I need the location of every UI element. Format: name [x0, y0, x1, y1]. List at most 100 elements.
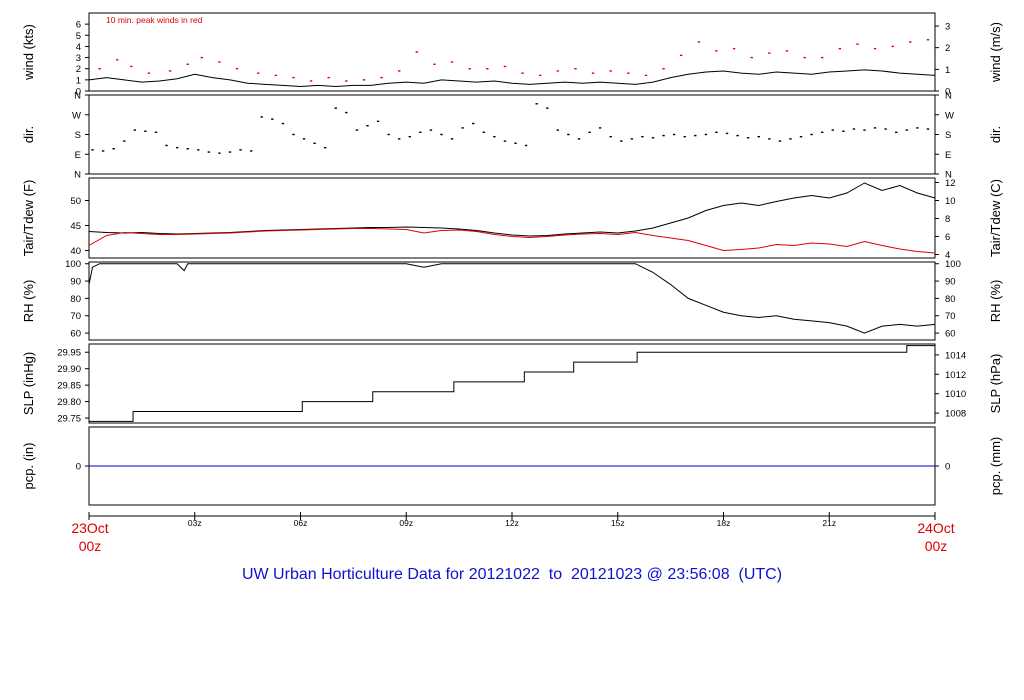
y-tick-label-left: 2 [76, 64, 81, 75]
y-tick-label-left: 50 [70, 196, 81, 207]
wind-direction-point [91, 149, 94, 151]
pressure-line [89, 345, 935, 422]
wind-direction-point [334, 107, 337, 109]
wind-direction-point [345, 111, 348, 114]
wind-direction-point [895, 131, 898, 134]
wind-line [88, 69, 936, 88]
peak-wind-point [644, 74, 648, 77]
y-axis-title-right: pcp. (mm) [988, 437, 1003, 496]
y-tick-label-left: 3 [76, 53, 81, 64]
peak-wind-point [147, 72, 151, 74]
wind-direction-point [768, 138, 771, 140]
y-axis-title-left: wind (kts) [21, 24, 36, 81]
x-tick-label: 12z [505, 518, 519, 528]
wind-direction-point [292, 133, 295, 136]
y-tick-label-right: E [945, 150, 951, 161]
y-tick-label-right: 0 [945, 87, 950, 98]
peak-wind-point [574, 68, 577, 70]
wind-direction-point [249, 150, 253, 152]
peak-wind-point [591, 72, 595, 74]
x-tick-label: 15z [611, 518, 625, 528]
x-start-hour: 00z [78, 538, 102, 554]
peak-wind-point [732, 47, 736, 50]
y-tick-label-left: 1 [76, 75, 81, 86]
wind-direction-point [408, 135, 411, 138]
y-axis-title-left: pcp. (in) [21, 443, 36, 490]
peak-wind-point [486, 68, 489, 70]
peak-wind-point [433, 63, 436, 65]
peak-wind-point [891, 45, 894, 48]
x-end-label: 24Oct 00z [906, 519, 966, 555]
wind-direction-point [376, 120, 380, 123]
y-tick-label-right: 60 [945, 329, 956, 340]
wind-direction-point [810, 133, 813, 136]
y-tick-label-left: 29.90 [57, 364, 81, 375]
peak-wind-point [186, 63, 189, 65]
wind-direction-point [503, 140, 507, 142]
peak-wind-point [521, 72, 524, 74]
x-tick-label: 18z [717, 518, 731, 528]
wind-direction-point [546, 107, 549, 109]
peak-wind-point [873, 47, 877, 50]
x-tick-label: 06z [294, 518, 308, 528]
wind-direction-point [429, 129, 433, 131]
peak-wind-point [680, 54, 683, 57]
wind-direction-point [672, 133, 676, 136]
y-tick-label-right: 100 [945, 259, 961, 270]
peak-wind-point [362, 79, 366, 81]
y-tick-label-left: N [74, 91, 81, 102]
y-tick-label-left: 100 [65, 259, 81, 270]
y-tick-label-left: 29.85 [57, 381, 81, 392]
wind-direction-point [197, 149, 200, 151]
y-axis-title-right: dir. [988, 126, 1003, 143]
dewpoint-line [88, 228, 936, 254]
wind-direction-point [450, 138, 454, 140]
wind-direction-point [799, 135, 803, 138]
y-tick-label-right: 2 [945, 43, 950, 54]
y-tick-label-left: 60 [70, 329, 81, 340]
wind-direction-point [218, 152, 221, 154]
wind-direction-point [926, 128, 930, 130]
peak-wind-point [768, 52, 771, 54]
peak-wind-point [609, 70, 612, 72]
x-start-date: 23Oct [71, 520, 109, 536]
y-tick-label-left: 29.95 [57, 348, 81, 359]
y-tick-label-right: 1008 [945, 409, 966, 420]
wind-direction-point [577, 138, 581, 140]
y-tick-label-left: W [72, 110, 81, 121]
y-tick-label-right: 70 [945, 311, 956, 322]
peak-wind-point [785, 50, 789, 52]
y-tick-label-left: E [75, 150, 81, 161]
panel-precipitation [85, 426, 939, 506]
peak-wind-point [697, 41, 701, 43]
y-tick-label-right: 1014 [945, 350, 966, 361]
wind-direction-point [472, 122, 475, 125]
y-tick-label-right: 0 [945, 462, 950, 473]
y-axis-title-right: SLP (hPa) [988, 354, 1003, 414]
y-tick-label-left: 29.75 [57, 414, 81, 425]
wind-direction-point [133, 129, 137, 131]
y-tick-label-left: 0 [76, 462, 81, 473]
wind-direction-point [704, 133, 708, 136]
wind-direction-point [641, 135, 644, 138]
peak-wind-point [200, 56, 203, 59]
wind-direction-point [228, 151, 232, 153]
y-tick-label-left: 4 [76, 42, 81, 53]
peak-wind-point [468, 68, 471, 70]
y-tick-label-left: 0 [76, 87, 81, 98]
y-axis-title-left: dir. [21, 126, 36, 143]
y-axis-title-left: Tair/Tdew (F) [21, 180, 36, 257]
y-tick-label-right: 12 [945, 178, 956, 189]
peak-wind-point [450, 61, 454, 63]
wind-direction-point [725, 132, 729, 135]
y-tick-label-left: N [74, 170, 81, 181]
peak-wind-point [803, 56, 806, 59]
wind-direction-point [461, 127, 464, 129]
y-axis-title-right: Tair/Tdew (C) [988, 179, 1003, 257]
wind-direction-point [239, 149, 242, 151]
peak-wind-point [257, 72, 260, 74]
peak-wind-point [715, 50, 718, 52]
y-axis-title-right: RH (%) [988, 280, 1003, 323]
wind-direction-point [884, 128, 887, 130]
x-tick-label: 03z [188, 518, 202, 528]
